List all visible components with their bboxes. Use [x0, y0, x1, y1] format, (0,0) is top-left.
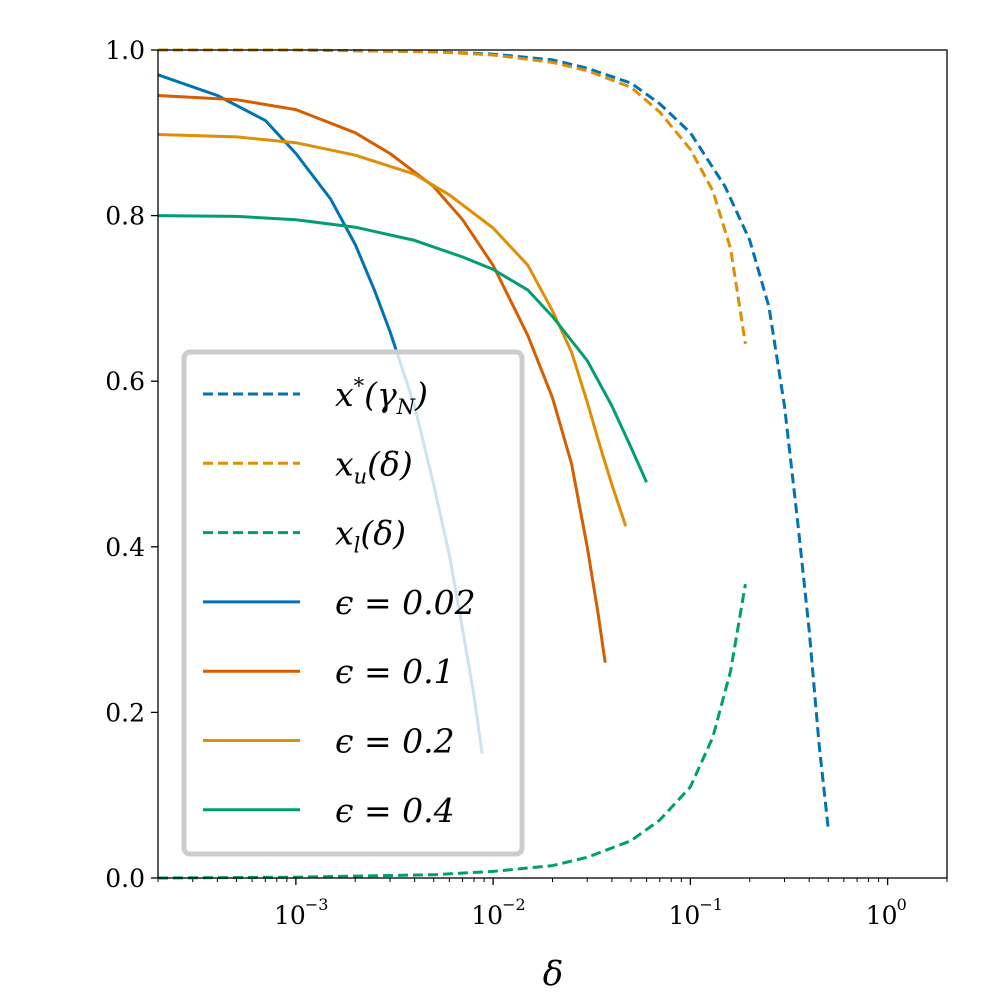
- legend-label: xl(δ): [335, 514, 406, 558]
- series-line-3: [157, 583, 747, 880]
- series-line-5: [157, 94, 607, 663]
- x-tick-base: 10: [866, 901, 898, 930]
- x-tick-label: 10 −2: [471, 895, 526, 930]
- x-axis-label: δ: [543, 954, 563, 994]
- legend-label: x*(γN): [335, 374, 428, 419]
- x-tick-exponent: −2: [502, 895, 526, 914]
- x-tick-base: 10: [274, 901, 306, 930]
- y-tick-label: 0.8: [105, 202, 145, 231]
- legend-label: ϵ = 0.2: [335, 722, 455, 761]
- x-tick-exponent: −3: [305, 895, 329, 914]
- series-line-7: [157, 214, 648, 483]
- tick-labels: 0.00.20.40.60.81.010 −3 10 −2 10 −1 10 0: [105, 36, 907, 930]
- x-tick-label: 10 0: [866, 895, 907, 930]
- legend-label: xu(δ): [335, 444, 413, 488]
- x-tick-label: 10 −3: [274, 895, 329, 930]
- legend-label: ϵ = 0.1: [335, 652, 455, 691]
- x-tick-label: 10 −1: [668, 895, 723, 930]
- series-line-2: [158, 48, 747, 345]
- legend-label: ϵ = 0.4: [335, 791, 455, 830]
- y-tick-label: 1.0: [105, 36, 145, 65]
- series-line-6: [157, 133, 628, 527]
- legend-label: ϵ = 0.02: [335, 583, 476, 622]
- plot-frame: [157, 49, 948, 879]
- y-tick-label: 0.4: [105, 533, 145, 562]
- x-tick-base: 10: [471, 901, 503, 930]
- y-tick-label: 0.6: [105, 367, 145, 396]
- y-tick-label: 0.0: [105, 864, 145, 893]
- x-tick-base: 10: [668, 901, 700, 930]
- legend: x*(γN) xu(δ) xl(δ) ϵ = 0.02 ϵ = 0.1 ϵ = 0.2 ϵ …: [181, 349, 525, 857]
- x-tick-exponent: 0: [897, 895, 907, 914]
- legend-box: [181, 349, 525, 857]
- axis-ticks: [151, 49, 948, 885]
- y-tick-label: 0.2: [105, 698, 145, 727]
- x-tick-exponent: −1: [699, 895, 723, 914]
- plot-series: [157, 48, 830, 880]
